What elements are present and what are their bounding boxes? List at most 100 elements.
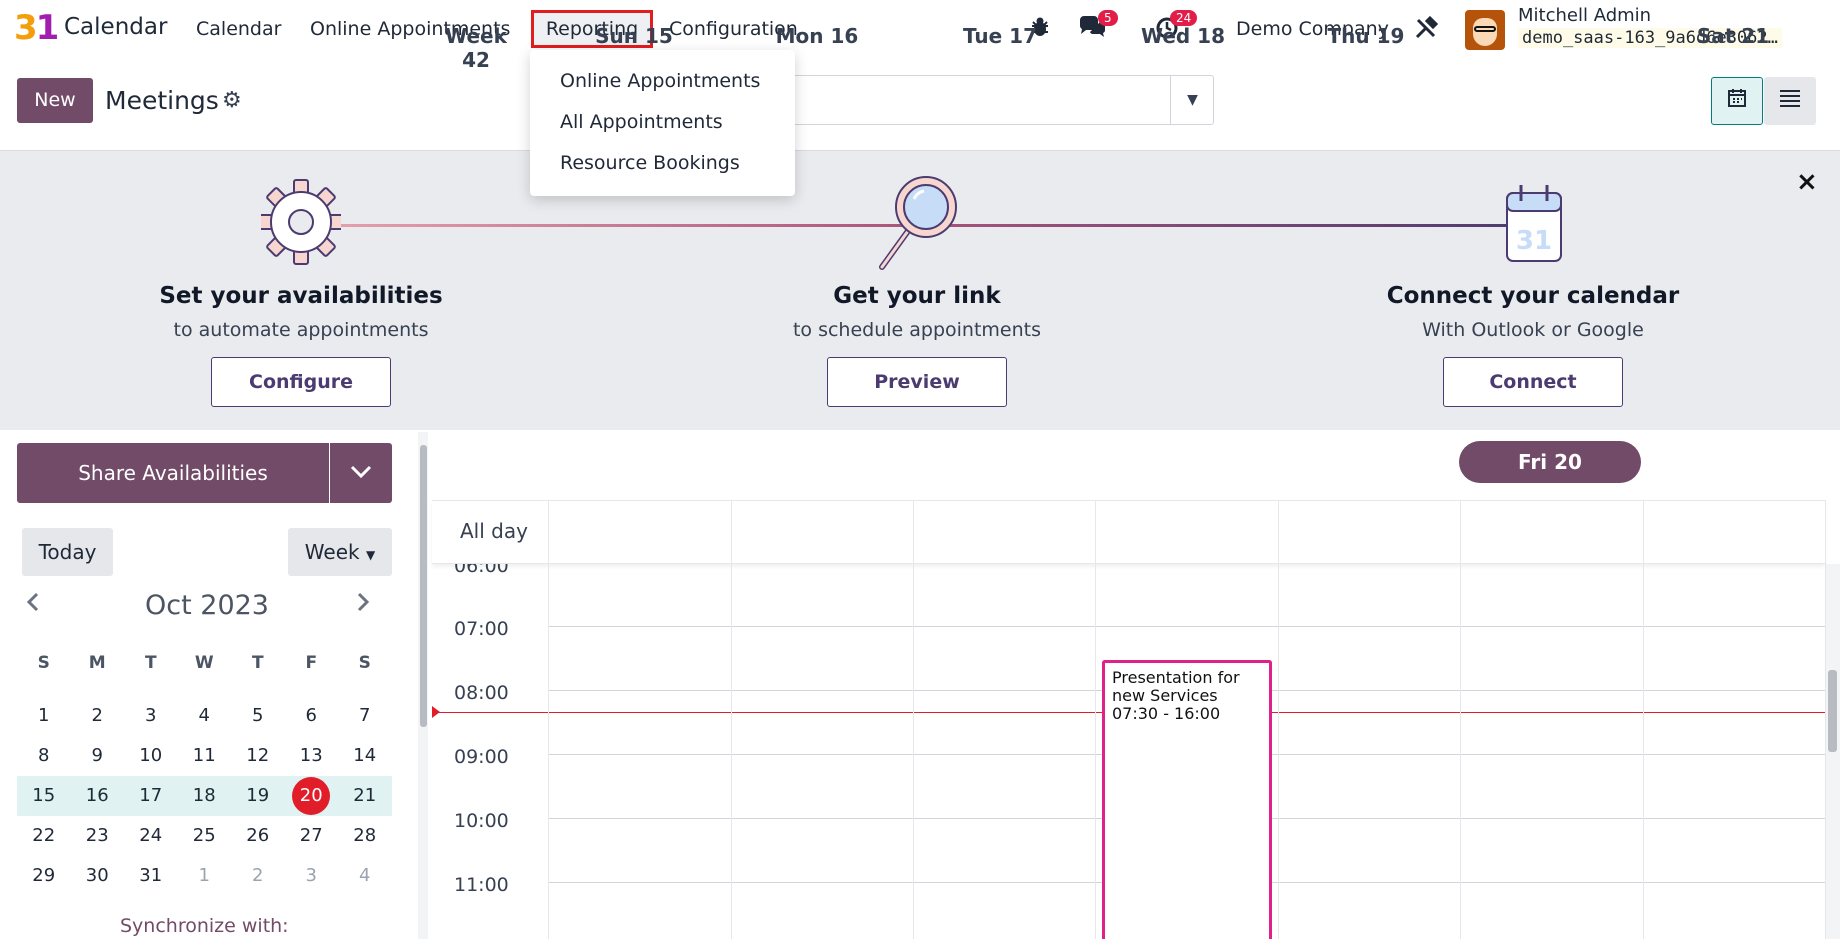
- today-button[interactable]: Today: [22, 528, 113, 576]
- all-day-label: All day: [460, 519, 528, 543]
- user-name[interactable]: Mitchell Admin: [1518, 5, 1652, 26]
- list-view-button[interactable]: [1764, 77, 1816, 125]
- menu-reporting[interactable]: Reporting: [531, 10, 653, 48]
- mini-day-other-month[interactable]: 1: [198, 865, 210, 886]
- day-header-sat[interactable]: Sat 21: [1696, 24, 1770, 48]
- logo-digit-1: 1: [35, 8, 60, 48]
- connect-button[interactable]: Connect: [1443, 357, 1623, 407]
- mini-week-row: 22 23 24 25 26 27 28: [17, 816, 392, 856]
- clock-icon[interactable]: [1155, 16, 1179, 46]
- scale-dropdown[interactable]: Week ▼: [288, 528, 392, 576]
- mini-day-other-month[interactable]: 2: [252, 865, 264, 886]
- reporting-dropdown: Online Appointments All Appointments Res…: [530, 50, 795, 196]
- gear-icon[interactable]: ⚙: [222, 88, 242, 113]
- share-availabilities-button[interactable]: Share Availabilities: [17, 443, 329, 503]
- day-header-mon[interactable]: Mon 16: [775, 24, 859, 48]
- mini-week-row: 8 9 10 11 12 13 14: [17, 736, 392, 776]
- step-subtitle: to automate appointments: [173, 319, 429, 341]
- mini-week-row: 29 30 31 1 2 3 4: [17, 856, 392, 896]
- menu-online-appointments[interactable]: Online Appointments: [310, 18, 511, 40]
- all-day-row[interactable]: [432, 500, 1825, 564]
- mini-day-other-month[interactable]: 4: [359, 865, 371, 886]
- mini-day-today[interactable]: 20: [285, 776, 339, 816]
- time-label: 07:00: [454, 618, 509, 640]
- mini-day[interactable]: 31: [139, 865, 163, 886]
- tools-icon[interactable]: [1414, 15, 1439, 46]
- grid-column-line: [913, 500, 914, 939]
- prev-month-icon[interactable]: [26, 590, 40, 618]
- weekday-label: S: [358, 653, 371, 673]
- configure-button[interactable]: Configure: [211, 357, 391, 407]
- current-time-marker: [432, 706, 440, 718]
- weekday-header: S M T W T F S: [17, 648, 392, 688]
- bug-icon[interactable]: [1030, 16, 1050, 44]
- dropdown-item-resource-bookings[interactable]: Resource Bookings: [560, 152, 740, 174]
- mini-day[interactable]: 17: [139, 785, 163, 806]
- close-onboarding-button[interactable]: ×: [1796, 167, 1818, 197]
- preview-button[interactable]: Preview: [827, 357, 1007, 407]
- sidebar-scroll-thumb[interactable]: [420, 445, 427, 727]
- calendar-scroll-thumb[interactable]: [1828, 670, 1837, 752]
- dropdown-item-online-appointments[interactable]: Online Appointments: [560, 70, 761, 92]
- day-header-tue[interactable]: Tue 17: [962, 24, 1038, 48]
- messages-badge: 5: [1098, 10, 1118, 26]
- company-switcher[interactable]: Demo Company: [1236, 18, 1389, 40]
- menu-configuration[interactable]: Configuration: [669, 18, 798, 40]
- mini-day[interactable]: 3: [145, 705, 157, 726]
- dropdown-item-all-appointments[interactable]: All Appointments: [560, 111, 723, 133]
- mini-day-other-month[interactable]: 3: [305, 865, 317, 886]
- day-header-wed[interactable]: Wed 18: [1140, 24, 1226, 48]
- activities-badge: 24: [1170, 10, 1198, 26]
- mini-day[interactable]: 26: [246, 825, 270, 846]
- grid-column-line: [548, 500, 549, 939]
- search-input[interactable]: [786, 75, 1214, 125]
- grid-column-line: [1278, 500, 1279, 939]
- mini-day[interactable]: 24: [139, 825, 163, 846]
- mini-day[interactable]: 8: [38, 745, 50, 766]
- mini-day[interactable]: 5: [252, 705, 264, 726]
- menu-calendar[interactable]: Calendar: [196, 18, 282, 40]
- mini-day[interactable]: 13: [299, 745, 323, 766]
- mini-day[interactable]: 1: [38, 705, 50, 726]
- chat-icon[interactable]: [1078, 16, 1106, 44]
- calendar-event[interactable]: Presentation for new Services 07:30 - 16…: [1102, 660, 1272, 939]
- mini-day[interactable]: 12: [246, 745, 270, 766]
- mini-day[interactable]: 4: [198, 705, 210, 726]
- app-logo[interactable]: 31: [14, 8, 60, 48]
- mini-day[interactable]: 9: [91, 745, 103, 766]
- share-options-caret[interactable]: [330, 443, 392, 503]
- mini-day[interactable]: 6: [305, 705, 317, 726]
- app-name[interactable]: Calendar: [64, 14, 168, 40]
- mini-day[interactable]: 28: [353, 825, 377, 846]
- mini-day[interactable]: 23: [85, 825, 109, 846]
- mini-day[interactable]: 30: [85, 865, 109, 886]
- mini-day[interactable]: 19: [246, 785, 270, 806]
- day-header-thu[interactable]: Thu 19: [1327, 24, 1405, 48]
- next-month-icon[interactable]: [356, 590, 370, 618]
- mini-day[interactable]: 10: [139, 745, 163, 766]
- scale-label: Week: [304, 540, 360, 564]
- mini-day[interactable]: 27: [299, 825, 323, 846]
- time-label: 08:00: [454, 682, 509, 704]
- mini-day[interactable]: 16: [85, 785, 109, 806]
- mini-day[interactable]: 14: [353, 745, 377, 766]
- day-header-fri-today[interactable]: Fri 20: [1459, 441, 1641, 483]
- mini-day[interactable]: 11: [192, 745, 216, 766]
- mini-day[interactable]: 25: [192, 825, 216, 846]
- mini-day[interactable]: 7: [359, 705, 371, 726]
- mini-day[interactable]: 2: [91, 705, 103, 726]
- grid-column-line: [731, 500, 732, 939]
- mini-day[interactable]: 21: [353, 785, 377, 806]
- new-button[interactable]: New: [17, 78, 93, 123]
- calendar-view-button[interactable]: [1711, 77, 1763, 125]
- user-avatar[interactable]: [1465, 10, 1505, 50]
- mini-day[interactable]: 29: [32, 865, 56, 886]
- search-toggle-caret[interactable]: ▼: [1170, 75, 1214, 125]
- database-name: demo_saas-163_9a6d6e3062…: [1518, 28, 1782, 48]
- day-header-sun[interactable]: Sun 15: [595, 24, 673, 48]
- mini-day[interactable]: 18: [192, 785, 216, 806]
- mini-calendar: S M T W T F S 1 2 3 4 5 6 7 8 9 10 11 12…: [17, 648, 392, 896]
- time-label: 09:00: [454, 746, 509, 768]
- mini-day[interactable]: 22: [32, 825, 56, 846]
- mini-day[interactable]: 15: [32, 785, 56, 806]
